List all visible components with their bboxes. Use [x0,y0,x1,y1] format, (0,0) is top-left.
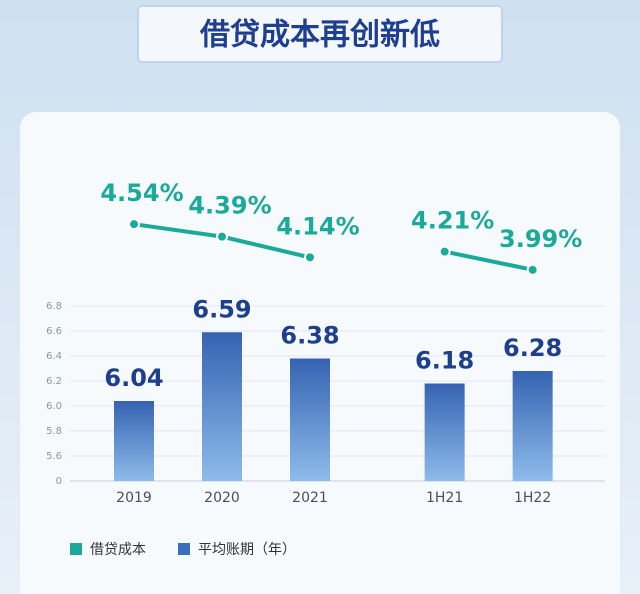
bar [290,358,330,481]
bar [202,332,242,481]
y-tick-label: 5.8 [46,426,62,437]
line-point [438,245,451,258]
y-tick-label: 0 [56,476,62,487]
legend-label: 借贷成本 [90,542,146,558]
line-label: 3.99% [499,225,582,253]
y-tick-label: 5.6 [46,451,62,462]
y-tick-label: 6.4 [46,351,62,362]
y-tick-label: 6.6 [46,326,62,337]
bar-label: 6.38 [280,322,339,350]
legend-swatch [70,543,82,555]
bar-label: 6.28 [503,334,562,362]
line-label: 4.39% [188,192,271,220]
x-tick-label: 1H22 [514,490,551,506]
bar-label: 6.18 [415,347,474,375]
line-point [304,251,316,264]
line-point [128,218,140,231]
y-tick-label: 6.0 [46,401,62,412]
x-tick-label: 2020 [204,490,240,506]
bar-label: 6.04 [104,364,163,392]
bar [512,371,553,481]
line-point [526,263,539,276]
card [20,112,620,594]
line-label: 4.54% [100,179,183,207]
chart-title: 借贷成本再创新低 [199,18,440,53]
x-tick-label: 1H21 [426,490,463,506]
line-label: 4.14% [276,212,359,240]
y-tick-label: 6.2 [46,376,62,387]
x-tick-label: 2021 [292,490,328,506]
line-point [216,230,228,243]
line-label: 4.21% [411,207,494,235]
bar [424,383,465,481]
y-tick-label: 6.8 [46,301,62,312]
x-tick-label: 2019 [116,490,152,506]
line [444,249,534,272]
bar-label: 6.59 [192,295,251,323]
title-box [137,5,503,63]
bar [114,401,154,481]
legend-label: 平均账期（年） [198,542,296,558]
legend-swatch [178,543,190,555]
